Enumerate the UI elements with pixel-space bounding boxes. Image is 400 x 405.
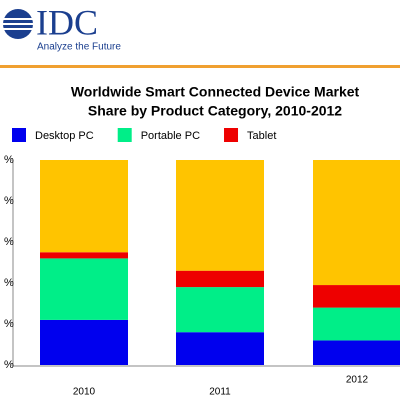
- bar-segment: [176, 287, 264, 333]
- bar-segment: [40, 319, 128, 365]
- legend-swatch: [117, 128, 132, 142]
- header-rule: [0, 65, 400, 68]
- bar-segment: [313, 285, 400, 308]
- legend-label: Desktop PC: [35, 130, 94, 142]
- bar-segment: [313, 340, 400, 365]
- bar-segment: [176, 160, 264, 271]
- y-tick-label: %: [4, 359, 14, 371]
- y-tick-label: %: [4, 195, 14, 207]
- logo-globe: [3, 9, 33, 39]
- bar-segment: [313, 160, 400, 286]
- logo-tagline: Analyze the Future: [37, 42, 121, 53]
- y-tick-label: %: [4, 236, 14, 248]
- chart-title: Worldwide Smart Connected Device Market: [71, 84, 360, 100]
- bar-segment: [176, 270, 264, 288]
- legend-swatch: [224, 128, 239, 142]
- y-tick-label: %: [4, 277, 14, 289]
- chart-title: Share by Product Category, 2010-2012: [88, 103, 342, 119]
- legend-label: Portable PC: [141, 130, 200, 142]
- y-tick-label: %: [4, 318, 14, 330]
- x-tick-label: 2012: [346, 375, 369, 386]
- bar-segment: [313, 307, 400, 341]
- bar-segment: [40, 252, 128, 259]
- legend-label: Tablet: [247, 130, 276, 142]
- bar-segment: [40, 258, 128, 320]
- x-tick-label: 2011: [209, 387, 231, 398]
- bar-segment: [40, 160, 128, 253]
- bar-segment: [176, 332, 264, 365]
- logo-name: IDC: [36, 2, 98, 42]
- x-tick-label: 2010: [73, 387, 96, 398]
- legend-swatch: [12, 128, 26, 142]
- y-tick-label: %: [4, 154, 14, 166]
